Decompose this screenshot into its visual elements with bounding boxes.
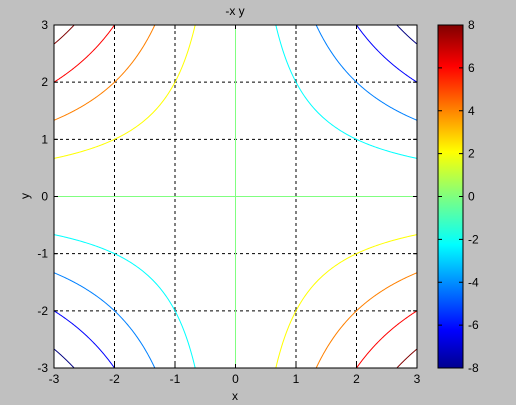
colorbar-tick-label: 6 <box>468 61 475 75</box>
x-tick-label: -1 <box>170 372 181 386</box>
colorbar-tick-label: 8 <box>468 18 475 32</box>
y-tick-label: 1 <box>41 132 48 146</box>
y-tick-label: -2 <box>37 304 48 318</box>
colorbar-tick-label: -8 <box>468 361 479 375</box>
x-tick-label: 2 <box>353 372 360 386</box>
x-tick-label: 0 <box>232 372 239 386</box>
x-axis-label: x <box>232 389 238 403</box>
y-tick-label: 2 <box>41 75 48 89</box>
colorbar-tick-label: 4 <box>468 104 475 118</box>
y-tick-label: -1 <box>37 247 48 261</box>
y-axis-label: y <box>18 193 32 199</box>
colorbar-tick-label: -6 <box>468 318 479 332</box>
y-tick-label: -3 <box>37 361 48 375</box>
x-tick-label: -3 <box>49 372 60 386</box>
colorbar-tick-label: 2 <box>468 147 475 161</box>
colorbar-tick-label: -2 <box>468 232 479 246</box>
x-tick-label: 3 <box>414 372 421 386</box>
colorbar-tick-label: -4 <box>468 275 479 289</box>
x-tick-label: -2 <box>109 372 120 386</box>
y-tick-label: 0 <box>41 190 48 204</box>
y-tick-label: 3 <box>41 18 48 32</box>
chart-title: -x y <box>225 4 244 18</box>
colorbar-tick-label: 0 <box>468 190 475 204</box>
x-tick-label: 1 <box>293 372 300 386</box>
